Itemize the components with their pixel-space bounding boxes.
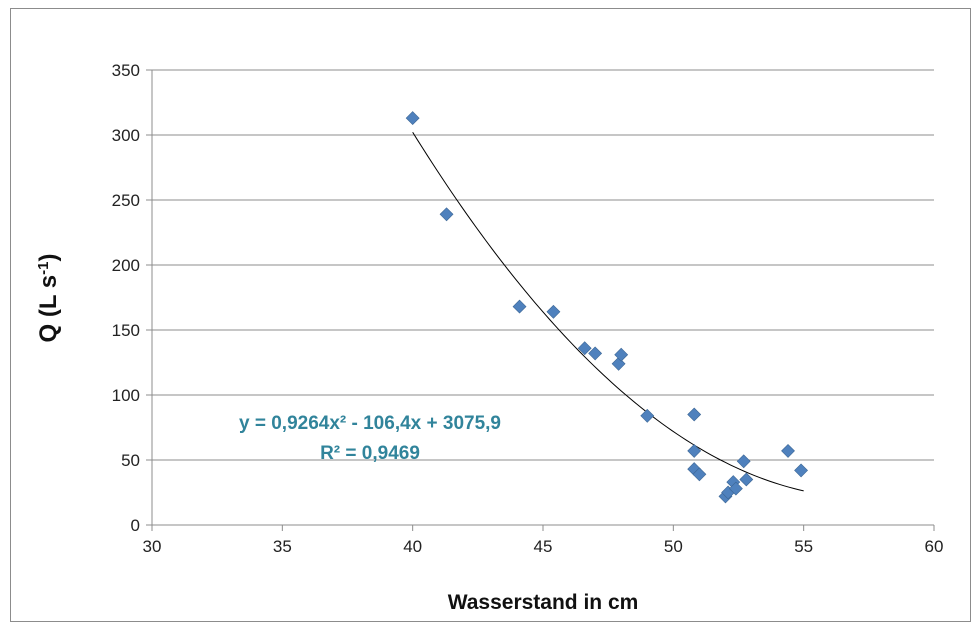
data-point-20 — [781, 443, 795, 458]
data-points — [405, 111, 808, 504]
data-point-8 — [614, 347, 629, 362]
y-tick-labels: 0 50 100 150 200 250 300 350 — [112, 61, 140, 535]
chart-frame — [10, 8, 971, 622]
x-tick-label-30: 30 — [143, 537, 162, 556]
trendline-curve — [412, 131, 804, 492]
x-tick-label-55: 55 — [794, 537, 813, 556]
x-tick-label-60: 60 — [925, 537, 944, 556]
trendline-layer — [412, 131, 804, 492]
y-axis-label-main: Q (L s — [35, 275, 62, 343]
y-tick-label-200: 200 — [112, 256, 140, 275]
data-point-3 — [512, 299, 527, 314]
data-point-5 — [577, 341, 592, 356]
x-tick-labels: 30 35 40 45 50 55 60 — [143, 537, 944, 556]
grid-lines — [152, 69, 934, 461]
x-axis-label: Wasserstand in cm — [448, 591, 639, 614]
data-point-4 — [546, 304, 561, 319]
data-point-21 — [794, 463, 808, 478]
x-tick-label-40: 40 — [403, 537, 422, 556]
data-point-18 — [736, 454, 751, 469]
x-tick-label-50: 50 — [664, 537, 683, 556]
data-point-10 — [687, 407, 702, 422]
data-point-17 — [728, 481, 743, 496]
y-tick-label-150: 150 — [112, 321, 140, 340]
data-point-19 — [739, 472, 754, 487]
y-tick-label-100: 100 — [112, 386, 140, 405]
trendline-r-squared: R² = 0,9469 — [320, 443, 420, 464]
y-axis-label-exponent: -1 — [35, 262, 52, 275]
x-tick-label-35: 35 — [273, 537, 292, 556]
data-point-1 — [405, 111, 420, 126]
y-tick-label-0: 0 — [131, 516, 140, 535]
y-axis-label-close: ) — [35, 254, 62, 262]
data-point-13 — [692, 467, 707, 482]
y-tick-label-250: 250 — [112, 191, 140, 210]
data-point-11 — [687, 443, 702, 458]
y-tick-label-50: 50 — [121, 451, 140, 470]
y-tick-label-300: 300 — [112, 126, 140, 145]
data-point-9 — [640, 408, 655, 423]
trendline-equation: y = 0,9264x² - 106,4x + 3075,9 — [239, 413, 501, 434]
data-point-6 — [588, 346, 603, 361]
data-point-2 — [439, 207, 454, 222]
axes — [146, 69, 935, 531]
x-tick-label-45: 45 — [534, 537, 553, 556]
y-tick-label-350: 350 — [112, 61, 140, 80]
y-axis-label: Q (L s-1) — [35, 254, 63, 343]
